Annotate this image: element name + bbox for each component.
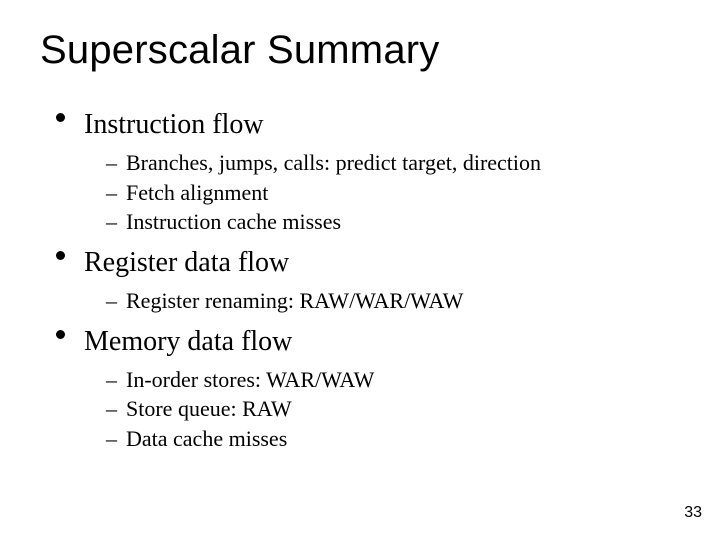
- sub-list-item: Store queue: RAW: [106, 394, 680, 424]
- list-item-label: Register data flow: [84, 247, 289, 278]
- sub-list: Register renaming: RAW/WAR/WAW: [106, 286, 680, 316]
- sub-list-item: Branches, jumps, calls: predict target, …: [106, 148, 680, 178]
- list-item: Memory data flow In-order stores: WAR/WA…: [56, 324, 680, 454]
- sub-list-item: Data cache misses: [106, 424, 680, 454]
- sub-list-item: Register renaming: RAW/WAR/WAW: [106, 286, 680, 316]
- sub-list-item: Fetch alignment: [106, 178, 680, 208]
- sub-list-item: Instruction cache misses: [106, 207, 680, 237]
- bullet-icon: [56, 330, 65, 339]
- list-item-label: Instruction flow: [84, 109, 264, 140]
- slide-title: Superscalar Summary: [40, 28, 680, 73]
- bullet-list: Instruction flow Branches, jumps, calls:…: [56, 107, 680, 454]
- bullet-icon: [56, 251, 65, 260]
- list-item: Register data flow Register renaming: RA…: [56, 245, 680, 316]
- page-number: 33: [684, 504, 702, 522]
- list-item: Instruction flow Branches, jumps, calls:…: [56, 107, 680, 237]
- slide: Superscalar Summary Instruction flow Bra…: [0, 0, 720, 540]
- list-item-label: Memory data flow: [84, 326, 292, 357]
- sub-list: Branches, jumps, calls: predict target, …: [106, 148, 680, 237]
- sub-list-item: In-order stores: WAR/WAW: [106, 365, 680, 395]
- bullet-icon: [56, 113, 65, 122]
- sub-list: In-order stores: WAR/WAW Store queue: RA…: [106, 365, 680, 454]
